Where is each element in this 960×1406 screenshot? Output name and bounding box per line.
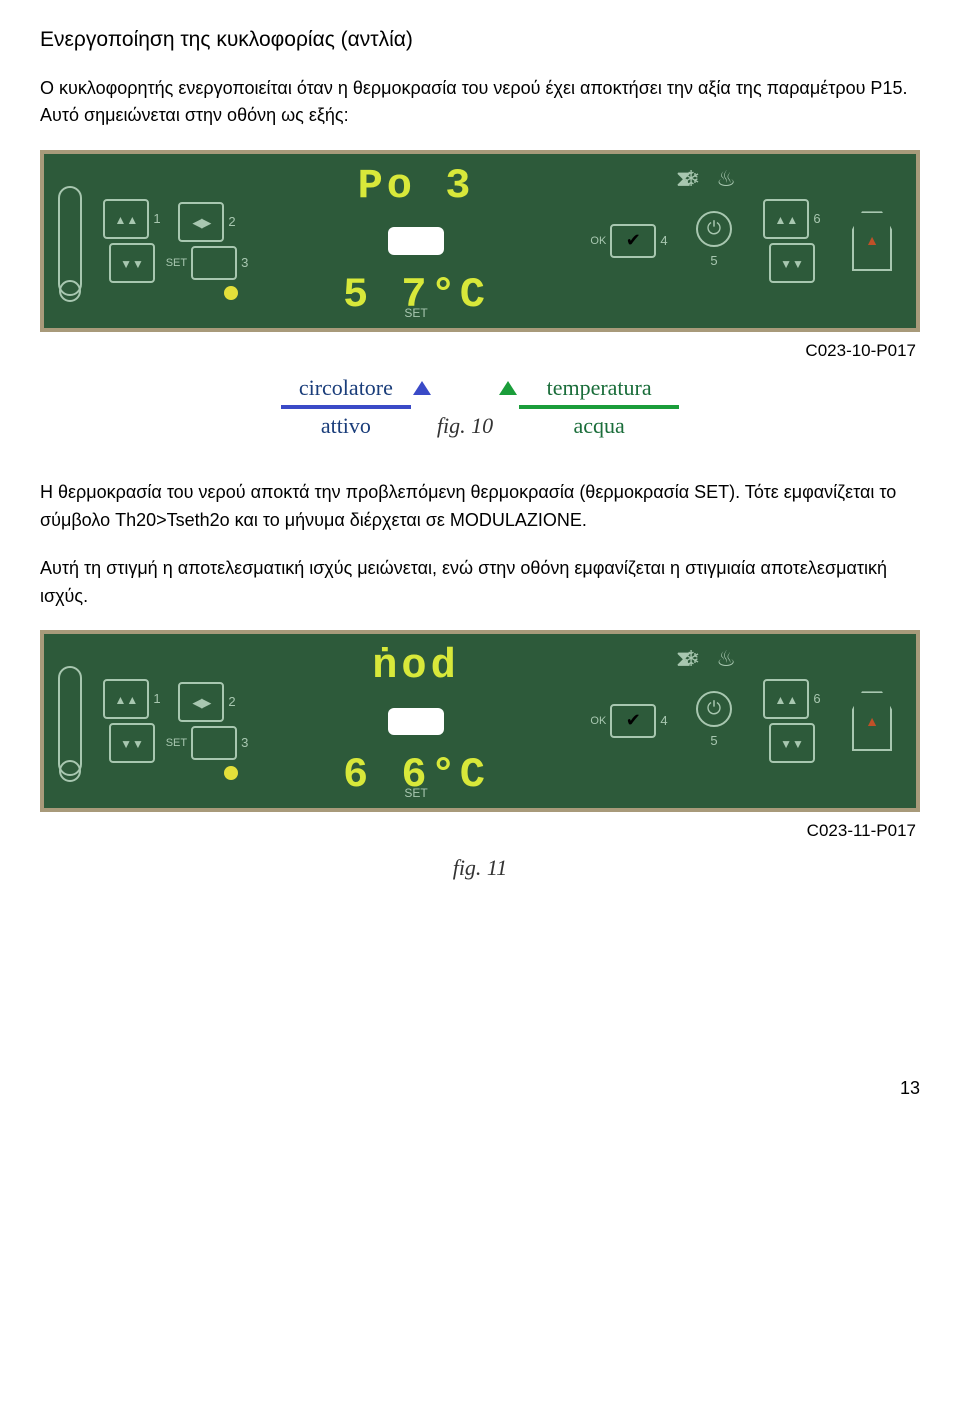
- btn-number: 2: [228, 212, 235, 232]
- control-panel: 1 2 SET3 ⧗ Po 3 5 7°C SET ❄♨ OK✔4 ⏻ 5 6: [40, 150, 920, 332]
- up-button-1[interactable]: [103, 679, 149, 719]
- power-button[interactable]: ⏻: [696, 691, 732, 727]
- up-button-1[interactable]: [103, 199, 149, 239]
- button-group-1: 1: [96, 154, 168, 328]
- annot-acqua: acqua: [573, 409, 624, 443]
- button-group-4: 6: [756, 154, 828, 328]
- paragraph-1: Ο κυκλοφορητής ενεργοποιείται όταν η θερ…: [40, 75, 920, 131]
- btn-number: 1: [153, 209, 160, 229]
- set-text: SET: [404, 784, 427, 803]
- thermometer-icon: [44, 154, 96, 328]
- up-button-2[interactable]: [763, 679, 809, 719]
- set-label: SET: [166, 255, 187, 272]
- leftright-button[interactable]: [178, 202, 224, 242]
- annot-attivo: attivo: [321, 409, 371, 443]
- down-button-1[interactable]: [109, 243, 155, 283]
- green-arrow: [519, 405, 679, 409]
- button-group-1: 1: [96, 634, 168, 808]
- display-top: Po 3: [358, 154, 475, 219]
- button-group-3: ❄♨ OK✔4: [586, 634, 672, 808]
- figure-code: C023-10-P017: [40, 338, 916, 364]
- mode-icons: ❄♨: [682, 162, 736, 196]
- btn-number: 4: [660, 711, 667, 731]
- annot-circolatore: circolatore: [299, 371, 393, 405]
- display-area: ⧗ Po 3 5 7°C SET: [246, 154, 586, 328]
- ok-label: OK: [590, 233, 606, 250]
- ok-button[interactable]: ✔: [610, 704, 656, 738]
- button-group-2: 2 SET3: [168, 154, 246, 328]
- control-panel-2: 1 2 SET3 ⧗ ṅod 6 6°C SET ❄♨ OK✔4 ⏻ 5 6 ▲: [40, 630, 920, 812]
- ok-button[interactable]: ✔: [610, 224, 656, 258]
- btn-number: 6: [813, 689, 820, 709]
- set-button[interactable]: [191, 246, 237, 280]
- power-button[interactable]: ⏻: [696, 211, 732, 247]
- blue-arrow: [281, 405, 411, 409]
- display-cell: [388, 227, 444, 255]
- annot-temperatura: temperatura: [547, 371, 652, 405]
- pellet-icon: ▲: [828, 634, 916, 808]
- figure-label: fig. 11: [453, 851, 508, 885]
- button-group-2: 2 SET3: [168, 634, 246, 808]
- annotations: circolatore attivo fig. 10 temperatura a…: [40, 371, 920, 443]
- display-top: ṅod: [372, 634, 460, 699]
- btn-number: 1: [153, 689, 160, 709]
- mode-icons: ❄♨: [682, 642, 736, 676]
- down-button-2[interactable]: [769, 723, 815, 763]
- paragraph-2: Η θερμοκρασία του νερού αποκτά την προβλ…: [40, 479, 920, 535]
- figure-label: fig. 10: [437, 409, 493, 443]
- set-text: SET: [404, 304, 427, 323]
- button-group-4: 6: [756, 634, 828, 808]
- thermometer-icon: [44, 634, 96, 808]
- figure-11: 1 2 SET3 ⧗ ṅod 6 6°C SET ❄♨ OK✔4 ⏻ 5 6 ▲: [40, 630, 920, 884]
- btn-number: 5: [710, 251, 717, 271]
- set-button[interactable]: [191, 726, 237, 760]
- display-cell: [388, 708, 444, 736]
- set-label: SET: [166, 735, 187, 752]
- pellet-icon: ▲: [828, 154, 916, 328]
- figure-10: 1 2 SET3 ⧗ Po 3 5 7°C SET ❄♨ OK✔4 ⏻ 5 6: [40, 150, 920, 443]
- btn-number: 4: [660, 231, 667, 251]
- down-button-2[interactable]: [769, 243, 815, 283]
- leftright-button[interactable]: [178, 682, 224, 722]
- ok-label: OK: [590, 713, 606, 730]
- figure-code: C023-11-P017: [40, 818, 916, 844]
- page-number: 13: [40, 1075, 920, 1103]
- btn-number: 5: [710, 731, 717, 751]
- section-title: Ενεργοποίηση της κυκλοφορίας (αντλία): [40, 24, 920, 57]
- display-area: ⧗ ṅod 6 6°C SET: [246, 634, 586, 808]
- btn-number: 2: [228, 692, 235, 712]
- up-button-2[interactable]: [763, 199, 809, 239]
- btn-number: 6: [813, 209, 820, 229]
- paragraph-3: Αυτή τη στιγμή η αποτελεσματική ισχύς με…: [40, 555, 920, 611]
- button-group-3: ❄♨ OK✔4: [586, 154, 672, 328]
- down-button-1[interactable]: [109, 723, 155, 763]
